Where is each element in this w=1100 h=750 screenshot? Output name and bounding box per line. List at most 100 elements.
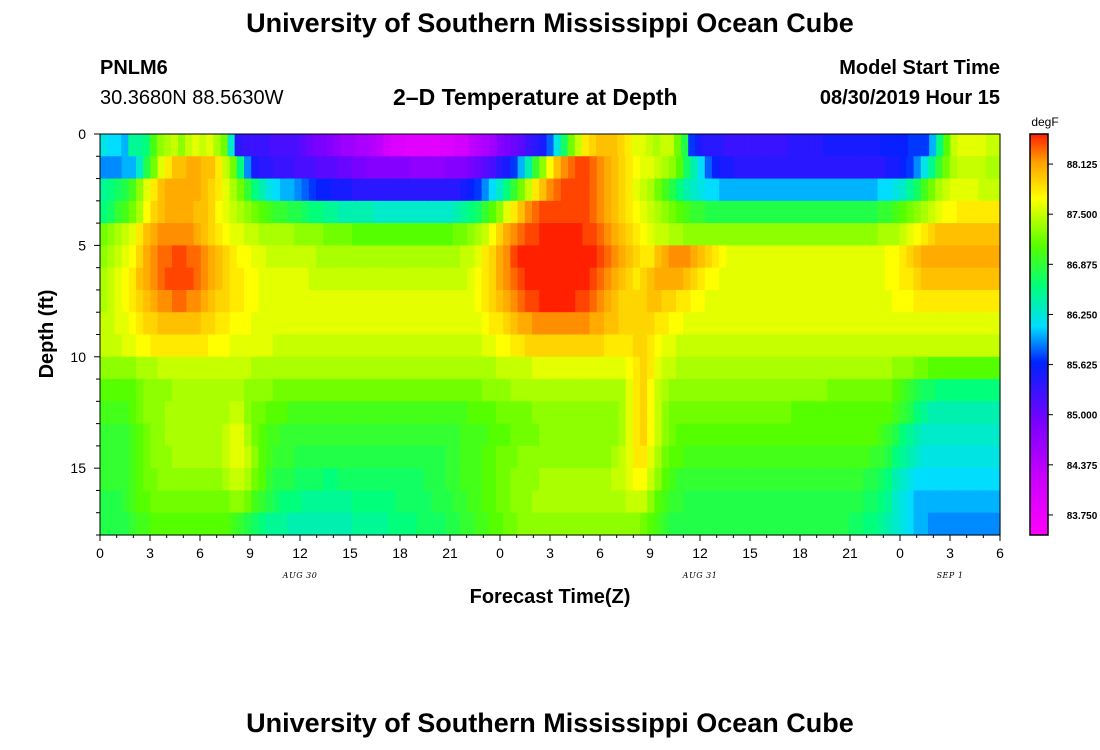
heatmap-cell <box>726 468 735 492</box>
heatmap-cell <box>640 267 648 291</box>
heatmap-cell <box>784 245 792 269</box>
heatmap-cell <box>737 134 746 157</box>
heatmap-cell <box>128 445 137 469</box>
heatmap-cell <box>971 134 980 157</box>
heatmap-cell <box>943 134 951 157</box>
heatmap-cell <box>114 312 123 336</box>
heatmap-cell <box>848 490 857 514</box>
heatmap-cell <box>424 245 432 269</box>
heatmap-cell <box>726 445 735 469</box>
heatmap-cell <box>280 334 288 358</box>
heatmap-cell <box>164 334 173 358</box>
heatmap-cell <box>330 356 339 380</box>
heatmap-cell <box>755 379 763 402</box>
heatmap-cell <box>769 289 778 313</box>
heatmap-cell <box>373 245 382 269</box>
heatmap-cell <box>193 490 202 514</box>
heatmap-cell <box>863 245 871 269</box>
heatmap-cell <box>812 312 821 336</box>
heatmap-cell <box>186 401 195 425</box>
heatmap-cell <box>625 312 634 336</box>
heatmap-cell <box>884 512 893 536</box>
heatmap-cell <box>114 289 123 313</box>
heatmap-cell <box>373 423 382 447</box>
heatmap-cell <box>647 379 655 402</box>
heatmap-cell <box>906 445 915 469</box>
heatmap-cell <box>164 223 173 246</box>
heatmap-cell <box>820 156 828 180</box>
heatmap-cell <box>380 334 389 358</box>
heatmap-cell <box>467 267 475 291</box>
heatmap-cell <box>604 423 612 447</box>
heatmap-cell <box>647 178 655 202</box>
heatmap-cell <box>625 512 634 536</box>
heatmap-cell <box>935 178 943 202</box>
heatmap-cell <box>805 356 814 380</box>
heatmap-cell <box>236 289 245 313</box>
heatmap-cell <box>604 379 612 402</box>
heatmap-cell <box>193 289 202 313</box>
heatmap-cell <box>719 401 727 425</box>
heatmap-cell <box>661 200 670 224</box>
heatmap-cell <box>913 356 922 380</box>
heatmap-cell <box>668 312 677 336</box>
heatmap-cell <box>474 379 483 402</box>
heatmap-cell <box>834 423 843 447</box>
heatmap-cell <box>284 134 292 157</box>
heatmap-cell <box>748 156 756 180</box>
heatmap-cell <box>438 267 447 291</box>
heatmap-cell <box>524 490 533 514</box>
heatmap-cell <box>164 267 173 291</box>
heatmap-cell <box>287 245 295 269</box>
heatmap-cell <box>337 445 346 469</box>
heatmap-cell <box>539 245 547 269</box>
heatmap-cell <box>992 289 1001 313</box>
heatmap-cell <box>913 200 922 224</box>
heatmap-cell <box>956 178 965 202</box>
heatmap-cell <box>460 423 468 447</box>
heatmap-cell <box>352 200 360 224</box>
heatmap-cell <box>611 156 619 180</box>
heatmap-cell <box>964 267 972 291</box>
heatmap-cell <box>791 267 799 291</box>
heatmap-cell <box>949 267 958 291</box>
heatmap-cell <box>798 468 807 492</box>
heatmap-cell <box>681 134 689 157</box>
x-tick-label: 9 <box>646 545 654 561</box>
heatmap-cell <box>128 379 137 402</box>
heatmap-cell <box>539 178 547 202</box>
heatmap-cell <box>272 379 281 402</box>
heatmap-cell <box>409 445 418 469</box>
heatmap-cell <box>301 401 310 425</box>
heatmap-cell <box>409 379 418 402</box>
heatmap-cell <box>337 490 346 514</box>
heatmap-cell <box>460 512 468 536</box>
heatmap-cell <box>215 245 223 269</box>
heatmap-cell <box>150 334 159 358</box>
heatmap-cell <box>553 223 562 246</box>
heatmap-cell <box>798 200 807 224</box>
heatmap-cell <box>359 490 367 514</box>
heatmap-cell <box>899 512 907 536</box>
heatmap-cell <box>575 245 583 269</box>
heatmap-cell <box>928 245 936 269</box>
heatmap-cell <box>611 200 619 224</box>
heatmap-cell <box>402 245 411 269</box>
heatmap-cell <box>661 512 670 536</box>
heatmap-cell <box>971 445 979 469</box>
heatmap-cell <box>992 223 1001 246</box>
heatmap-cell <box>546 423 555 447</box>
heatmap-cell <box>265 490 274 514</box>
heatmap-cell <box>647 245 655 269</box>
heatmap-cell <box>222 334 231 358</box>
heatmap-cell <box>452 178 461 202</box>
heatmap-cell <box>697 401 706 425</box>
heatmap-cell <box>596 401 605 425</box>
heatmap-cell <box>308 356 317 380</box>
heatmap-cell <box>647 356 655 380</box>
heatmap-cell <box>467 334 475 358</box>
heatmap-cell <box>337 334 346 358</box>
heatmap-cell <box>222 156 231 180</box>
heatmap-cell <box>575 423 583 447</box>
heatmap-cell <box>136 423 144 447</box>
